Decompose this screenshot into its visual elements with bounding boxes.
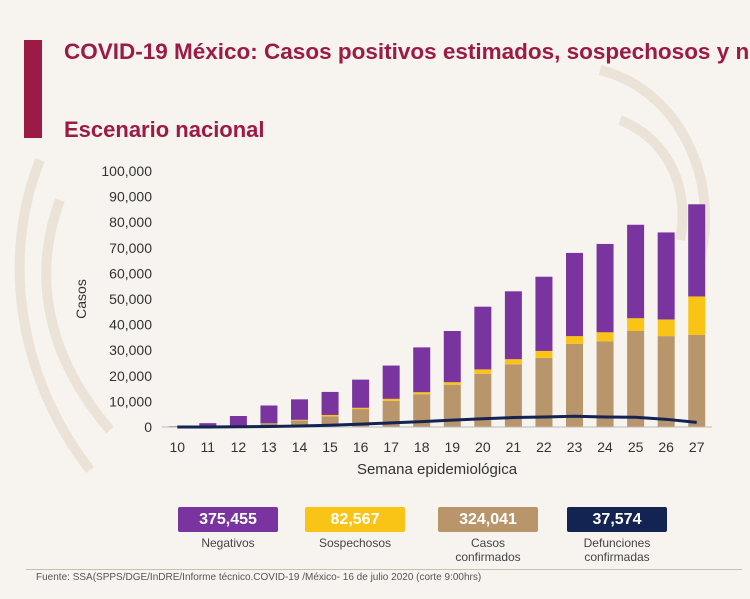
bar-segment-negativos — [627, 224, 645, 319]
x-tick-label: 16 — [353, 439, 369, 455]
bar-segment-sospechosos — [566, 336, 583, 344]
x-tick-label: 15 — [322, 439, 338, 455]
bar-segment-negativos — [229, 415, 247, 426]
bar-segment-confirmados — [688, 334, 706, 427]
bar-segment-sospechosos — [535, 350, 553, 358]
bar-segment-confirmados — [535, 357, 553, 427]
x-tick-label: 22 — [536, 439, 552, 455]
bar-segment-negativos — [504, 291, 522, 360]
bar-segment-sospechosos — [688, 296, 706, 335]
x-tick-label: 23 — [567, 439, 583, 455]
bar-segment-sospechosos — [443, 382, 461, 385]
bar-segment-negativos — [352, 379, 370, 408]
bar-segment-confirmados — [627, 331, 645, 427]
legend-confirmados-value: 324,041 — [438, 507, 538, 532]
bar-segment-negativos — [474, 306, 492, 370]
x-tick-label: 25 — [628, 439, 644, 455]
x-tick-label: 19 — [444, 439, 460, 455]
legend-sospechosos: 82,567 Sospechosos — [305, 507, 405, 550]
bar-segment-confirmados — [321, 416, 339, 427]
bar-segment-negativos — [596, 243, 614, 333]
x-tick-label: 26 — [658, 439, 674, 455]
x-tick-label: 10 — [169, 439, 185, 455]
y-tick-label: 0 — [144, 419, 152, 435]
bar-segment-confirmados — [596, 341, 614, 427]
bar-segment-confirmados — [566, 343, 583, 427]
y-tick-label: 40,000 — [109, 317, 152, 333]
y-tick-label: 60,000 — [109, 265, 152, 281]
x-tick-label: 12 — [231, 439, 247, 455]
x-tick-label: 11 — [201, 439, 216, 455]
y-tick-label: 30,000 — [109, 342, 152, 358]
bar-segment-confirmados — [657, 336, 675, 427]
bar-segment-sospechosos — [321, 414, 339, 417]
bar-segment-sospechosos — [291, 419, 308, 421]
bar-segment-sospechosos — [657, 319, 675, 337]
bar-segment-sospechosos — [352, 407, 370, 410]
bar-segment-confirmados — [382, 400, 400, 427]
x-axis-label: Semana epidemiológica — [357, 461, 518, 478]
bar-segment-negativos — [566, 252, 583, 337]
x-tick-label: 13 — [261, 439, 277, 455]
bar-segment-sospechosos — [504, 359, 522, 365]
bar-segment-sospechosos — [474, 369, 492, 374]
source-note: Fuente: SSA(SPPS/DGE/InDRE/Informe técni… — [36, 572, 482, 583]
bar-segment-sospechosos — [260, 423, 278, 424]
page-subtitle: Escenario nacional — [64, 117, 265, 142]
bar-segment-confirmados — [474, 373, 492, 427]
bar-segment-sospechosos — [596, 332, 614, 342]
footer-divider — [26, 569, 742, 570]
bar-segment-negativos — [657, 232, 675, 320]
legend-defunciones-value: 37,574 — [567, 507, 667, 532]
bar-segment-confirmados — [413, 394, 431, 427]
bar-segment-negativos — [688, 204, 706, 297]
bar-segment-negativos — [321, 391, 339, 415]
y-axis-label: Casos — [73, 279, 89, 319]
y-tick-label: 10,000 — [109, 393, 152, 409]
bar-segment-confirmados — [443, 384, 461, 427]
bar-segment-sospechosos — [382, 398, 400, 401]
legend-defunciones: 37,574 Defunciones confirmadas — [567, 507, 667, 564]
bar-segment-negativos — [382, 365, 400, 399]
bar-segment-negativos — [291, 399, 308, 420]
legend-sospechosos-label: Sospechosos — [318, 536, 392, 550]
x-tick-label: 27 — [689, 439, 705, 455]
x-tick-label: 17 — [383, 439, 399, 455]
legend-negativos: 375,455 Negativos — [178, 507, 278, 550]
bar-segment-confirmados — [291, 420, 308, 427]
bar-segment-sospechosos — [413, 392, 431, 395]
defunciones-line — [177, 414, 697, 429]
bar-segment-negativos — [413, 347, 431, 393]
y-tick-label: 100,000 — [101, 163, 152, 179]
x-tick-label: 21 — [506, 439, 522, 455]
x-tick-label: 20 — [475, 439, 491, 455]
legend-confirmados-label: Casos confirmados — [455, 536, 521, 564]
y-tick-label: 70,000 — [109, 240, 152, 256]
legend-negativos-label: Negativos — [201, 536, 255, 550]
title-accent-bar — [24, 40, 42, 138]
legend-defunciones-label: Defunciones confirmadas — [583, 536, 651, 564]
y-tick-label: 20,000 — [109, 368, 152, 384]
x-tick-label: 14 — [292, 439, 308, 455]
legend-sospechosos-value: 82,567 — [305, 507, 405, 532]
legend-negativos-value: 375,455 — [178, 507, 278, 532]
bar-segment-negativos — [199, 423, 217, 427]
y-tick-label: 50,000 — [109, 291, 152, 307]
bar-segment-confirmados — [504, 364, 522, 427]
y-tick-label: 90,000 — [109, 189, 152, 205]
page-title: COVID-19 México: Casos positivos estimad… — [64, 39, 750, 64]
bar-segment-sospechosos — [627, 318, 645, 331]
bar-segment-negativos — [443, 331, 461, 383]
bar-segment-negativos — [260, 405, 278, 424]
y-tick-label: 80,000 — [109, 214, 152, 230]
x-tick-label: 18 — [414, 439, 430, 455]
bar-segment-negativos — [535, 276, 553, 351]
legend-confirmados: 324,041 Casos confirmados — [438, 507, 538, 564]
x-tick-label: 24 — [597, 439, 613, 455]
